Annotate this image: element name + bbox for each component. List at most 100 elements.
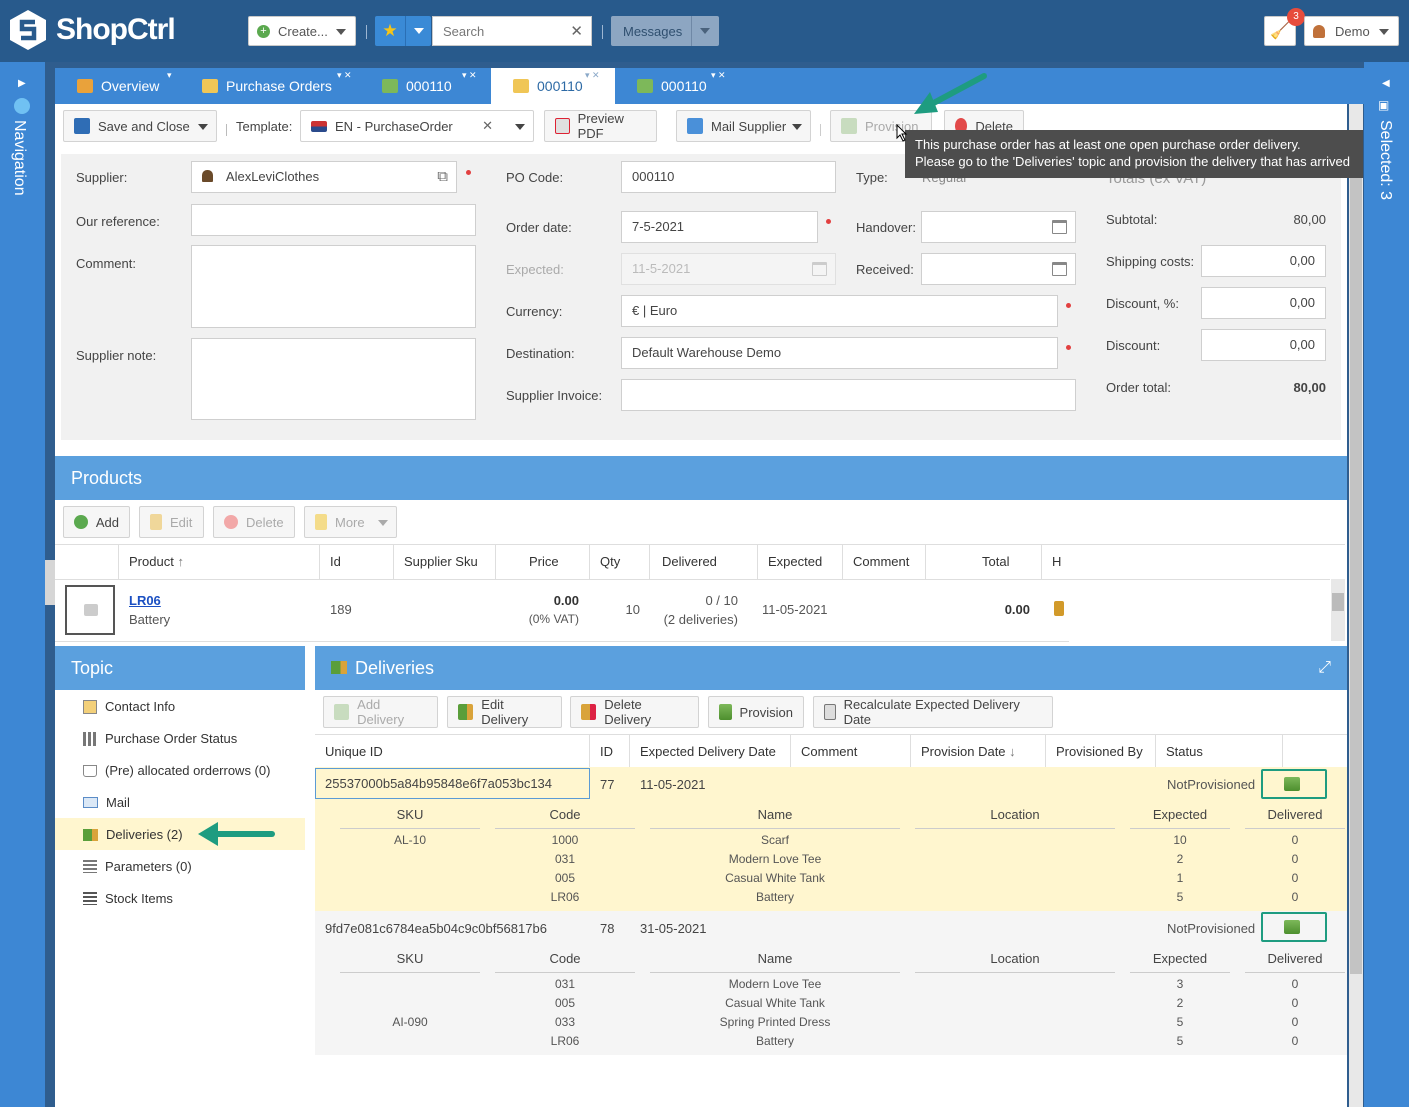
column-h[interactable]: H <box>1052 554 1062 569</box>
column-status[interactable]: Status <box>1166 744 1203 759</box>
selected-label[interactable]: Selected: 3 <box>1377 120 1394 201</box>
topic-allocated-orderrows[interactable]: (Pre) allocated orderrows (0) <box>83 763 270 778</box>
product-thumbnail[interactable] <box>65 585 115 635</box>
tab-close-icon[interactable]: ▾ ✕ <box>585 70 600 80</box>
product-code-link[interactable]: LR06 <box>129 593 161 608</box>
shipping-costs-field[interactable]: 0,00 <box>1201 245 1326 277</box>
discount-field[interactable]: 0,00 <box>1201 329 1326 361</box>
destination-field[interactable]: Default Warehouse Demo <box>621 337 1058 369</box>
add-delivery-button[interactable]: Add Delivery <box>323 696 438 728</box>
delivery-unique-id[interactable]: 25537000b5a84b95848e6f7a053bc134 <box>315 768 590 799</box>
tab-overview[interactable]: Overview ▾ <box>55 68 180 104</box>
products-scrollbar[interactable] <box>1331 579 1345 641</box>
preview-pdf-button[interactable]: Preview PDF <box>544 110 657 142</box>
column-expected[interactable]: Expected <box>768 554 823 569</box>
column-unique-id[interactable]: Unique ID <box>325 744 383 759</box>
sub-column-location: Location <box>990 951 1040 966</box>
recalculate-button[interactable]: Recalculate Expected Delivery Date <box>813 696 1053 728</box>
delete-product-button[interactable]: Delete <box>213 506 295 538</box>
topic-purchase-order-status[interactable]: Purchase Order Status <box>83 731 237 746</box>
maximize-icon[interactable]: ⤢ <box>1318 659 1331 676</box>
search-input[interactable]: Search ✕ <box>432 16 592 46</box>
chevron-down-icon[interactable] <box>691 16 719 46</box>
chevron-down-icon <box>336 29 346 35</box>
delete-delivery-icon <box>581 704 597 720</box>
column-supplier-sku[interactable]: Supplier Sku <box>404 554 478 569</box>
supplier-note-field[interactable] <box>191 338 476 420</box>
edit-product-button[interactable]: Edit <box>139 506 204 538</box>
main-scrollbar[interactable] <box>1349 104 1363 1107</box>
supplier-invoice-field[interactable] <box>621 379 1076 411</box>
delete-delivery-button[interactable]: Delete Delivery <box>570 696 699 728</box>
topic-parameters[interactable]: Parameters (0) <box>83 859 192 874</box>
calendar-icon[interactable] <box>1052 220 1067 234</box>
favorites-button[interactable]: ★ <box>375 16 431 46</box>
expand-left-icon[interactable]: ◀ <box>1382 78 1390 89</box>
notifications-button[interactable]: 🧹 <box>1264 16 1296 46</box>
column-qty[interactable]: Qty <box>600 554 621 569</box>
currency-field[interactable]: € | Euro <box>621 295 1058 327</box>
po-code-field[interactable]: 000110 <box>621 161 836 193</box>
tab-close-icon[interactable]: ▾ ✕ <box>462 70 477 80</box>
mail-supplier-button[interactable]: Mail Supplier <box>676 110 811 142</box>
topic-mail[interactable]: Mail <box>83 795 130 810</box>
clear-icon[interactable]: ✕ <box>570 23 583 40</box>
column-comment[interactable]: Comment <box>853 554 910 569</box>
delivery-row-78[interactable] <box>315 911 1347 1055</box>
tab-menu-icon[interactable]: ▾ <box>167 70 172 80</box>
column-price[interactable]: Price <box>529 554 559 569</box>
expand-right-icon[interactable]: ▶ <box>18 78 26 89</box>
chevron-down-icon[interactable] <box>198 124 208 130</box>
messages-button[interactable]: Messages <box>611 16 719 46</box>
navigation-panel[interactable] <box>0 62 45 1107</box>
clear-icon[interactable]: ✕ <box>482 118 493 133</box>
add-product-button[interactable]: Add <box>63 506 130 538</box>
template-select[interactable]: EN - PurchaseOrder ✕ <box>300 110 534 142</box>
tab-close-icon[interactable]: ▾ ✕ <box>711 70 726 80</box>
topic-contact-info[interactable]: Contact Info <box>83 699 175 714</box>
external-link-icon[interactable]: ⧉ <box>437 168 448 185</box>
provision-row-icon[interactable] <box>1284 920 1300 934</box>
chevron-down-icon[interactable] <box>515 124 525 130</box>
order-date-field[interactable]: 7-5-2021 <box>621 211 818 243</box>
navigation-label[interactable]: Navigation <box>11 120 28 196</box>
handover-field[interactable] <box>921 211 1076 243</box>
selected-icon: ▣ <box>1378 98 1390 112</box>
tab-000110-b[interactable]: 000110 ▾ ✕ <box>615 68 743 104</box>
supplier-field[interactable]: AlexLeviClothes ⧉ <box>191 161 457 193</box>
clipboard-icon[interactable] <box>1054 601 1064 616</box>
user-menu-button[interactable]: Demo <box>1304 16 1399 46</box>
edit-delivery-button[interactable]: Edit Delivery <box>447 696 562 728</box>
column-product[interactable]: Product ↑ <box>129 554 184 569</box>
received-field[interactable] <box>921 253 1076 285</box>
column-total[interactable]: Total <box>982 554 1010 569</box>
tab-000110-a[interactable]: 000110 ▾ ✕ <box>360 68 491 104</box>
tab-close-icon[interactable]: ▾ ✕ <box>337 70 352 80</box>
provision-row-icon[interactable] <box>1284 777 1300 791</box>
more-button[interactable]: More <box>304 506 397 538</box>
favorites-dropdown-icon[interactable] <box>405 16 431 46</box>
tab-000110-active[interactable]: 000110 ▾ ✕ <box>491 68 615 104</box>
create-button[interactable]: + Create... <box>248 16 356 46</box>
our-reference-field[interactable] <box>191 204 476 236</box>
order-total-label: Order total: <box>1106 380 1172 395</box>
chevron-down-icon[interactable] <box>792 124 802 130</box>
column-comment[interactable]: Comment <box>801 744 858 759</box>
topic-deliveries[interactable]: Deliveries (2) <box>83 827 183 842</box>
tab-purchase-orders[interactable]: Purchase Orders ▾ ✕ <box>180 68 360 104</box>
delivery-unique-id[interactable]: 9fd7e081c6784ea5b04c9c0bf56817b6 <box>325 921 547 936</box>
discount-percent-field[interactable]: 0,00 <box>1201 287 1326 319</box>
column-expected-delivery-date[interactable]: Expected Delivery Date <box>640 744 776 759</box>
comment-field[interactable] <box>191 245 476 328</box>
column-provision-date[interactable]: Provision Date ↓ <box>921 744 1016 759</box>
topic-stock-items[interactable]: Stock Items <box>83 891 173 906</box>
column-delivered[interactable]: Delivered <box>662 554 717 569</box>
save-and-close-button[interactable]: Save and Close <box>63 110 217 142</box>
provision-delivery-button[interactable]: Provision <box>708 696 804 728</box>
column-id[interactable]: Id <box>330 554 341 569</box>
column-id[interactable]: ID <box>600 744 613 759</box>
collapse-handle[interactable] <box>45 560 55 605</box>
selected-panel[interactable] <box>1364 62 1409 1107</box>
column-provisioned-by[interactable]: Provisioned By <box>1056 744 1143 759</box>
calendar-icon[interactable] <box>1052 262 1067 276</box>
